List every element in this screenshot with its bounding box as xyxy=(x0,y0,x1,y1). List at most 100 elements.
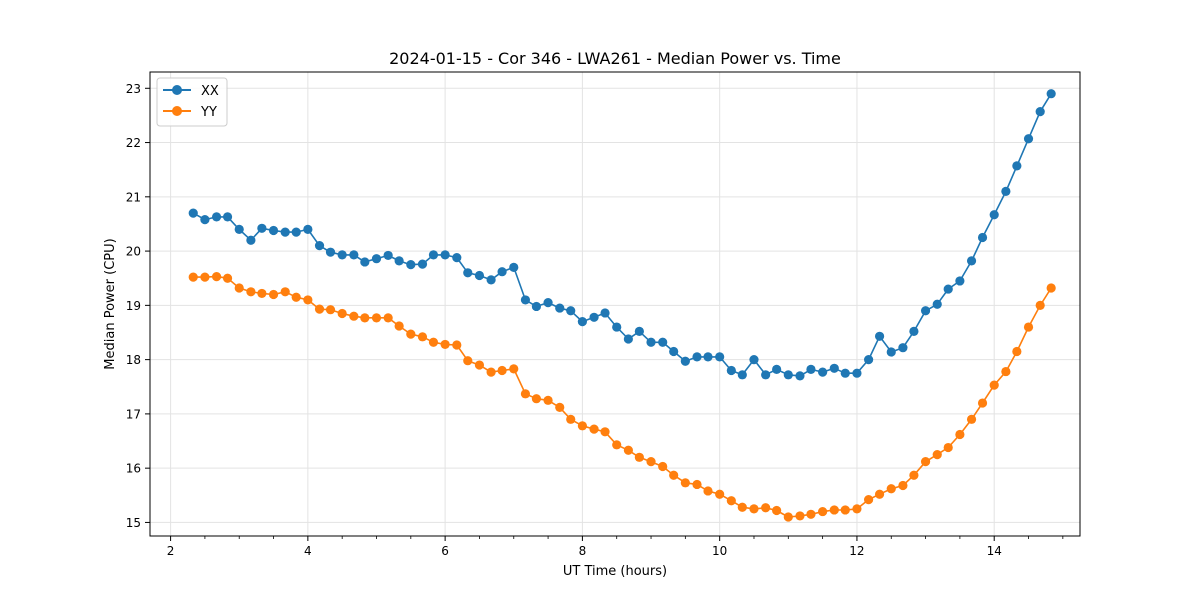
data-point-xx xyxy=(497,267,507,277)
data-point-yy xyxy=(943,442,953,453)
data-point-yy xyxy=(303,295,313,305)
data-point-xx xyxy=(909,326,919,337)
data-point-yy xyxy=(829,505,839,515)
data-point-xx xyxy=(222,212,233,222)
series-line-xx xyxy=(192,93,1052,377)
data-point-yy xyxy=(383,313,393,323)
data-point-yy xyxy=(1046,283,1056,293)
data-point-xx xyxy=(600,308,610,318)
data-point-xx xyxy=(703,352,713,362)
data-point-xx xyxy=(555,303,565,313)
y-tick-label: 16 xyxy=(126,462,141,476)
data-point-xx xyxy=(726,365,736,376)
data-point-xx xyxy=(1035,107,1045,117)
data-point-xx xyxy=(246,235,256,245)
data-point-xx xyxy=(715,352,725,362)
data-point-xx xyxy=(920,306,931,316)
data-point-xx xyxy=(188,208,198,218)
data-point-yy xyxy=(874,489,885,499)
data-point-yy xyxy=(222,273,233,283)
data-point-yy xyxy=(200,272,210,282)
data-point-yy xyxy=(989,380,999,390)
data-point-xx xyxy=(452,253,462,263)
data-point-xx xyxy=(520,295,531,305)
data-point-xx xyxy=(1012,161,1022,171)
data-point-yy xyxy=(291,292,301,302)
data-point-yy xyxy=(452,340,462,350)
data-point-yy xyxy=(772,505,782,516)
legend-marker-yy xyxy=(172,106,182,116)
data-point-yy xyxy=(966,414,977,424)
data-point-xx xyxy=(806,364,816,374)
data-point-xx xyxy=(200,215,210,225)
data-point-xx xyxy=(474,270,485,281)
data-point-xx xyxy=(463,268,473,278)
data-point-xx xyxy=(658,337,668,347)
data-point-xx xyxy=(303,224,313,234)
data-point-xx xyxy=(955,276,965,286)
data-point-xx xyxy=(383,250,393,261)
data-point-xx xyxy=(371,254,382,264)
data-point-xx xyxy=(977,232,988,243)
chart-title: 2024-01-15 - Cor 346 - LWA261 - Median P… xyxy=(389,49,841,68)
data-point-xx xyxy=(966,256,977,266)
data-point-xx xyxy=(406,260,416,270)
data-point-yy xyxy=(486,367,496,377)
series-layer xyxy=(188,89,1056,522)
data-point-yy xyxy=(795,511,805,521)
data-point-yy xyxy=(188,272,198,282)
data-point-xx xyxy=(291,227,301,237)
data-point-yy xyxy=(898,480,908,491)
data-point-yy xyxy=(234,283,244,293)
data-point-yy xyxy=(246,287,256,297)
data-point-xx xyxy=(669,346,679,357)
data-point-yy xyxy=(977,398,988,408)
data-point-xx xyxy=(589,312,599,322)
data-point-yy xyxy=(692,479,702,490)
data-point-yy xyxy=(406,329,416,339)
data-point-yy xyxy=(360,313,370,323)
y-tick-label: 19 xyxy=(126,299,141,313)
data-point-xx xyxy=(349,250,359,260)
data-point-yy xyxy=(555,402,565,412)
data-point-xx xyxy=(612,322,622,332)
x-tick-label: 8 xyxy=(579,544,587,558)
data-point-yy xyxy=(211,271,222,282)
data-point-xx xyxy=(646,337,656,347)
x-tick-label: 10 xyxy=(712,544,727,558)
data-point-xx xyxy=(737,370,747,380)
data-point-xx xyxy=(852,368,862,378)
data-point-xx xyxy=(623,334,633,344)
data-point-xx xyxy=(1023,134,1034,144)
data-point-xx xyxy=(692,352,702,362)
data-point-yy xyxy=(886,484,896,494)
series-line-yy xyxy=(193,275,1052,518)
data-point-xx xyxy=(486,275,496,285)
data-point-xx xyxy=(795,371,805,381)
data-point-xx xyxy=(864,355,874,365)
data-point-xx xyxy=(989,210,999,220)
data-point-yy xyxy=(806,509,816,519)
axis-ticks: 2 4 6 8 10 12 14 15 16 17 18 19 20 21 22 23 xyxy=(126,82,1064,558)
data-point-xx xyxy=(211,212,222,222)
data-point-yy xyxy=(463,356,473,366)
data-point-xx xyxy=(932,299,942,309)
data-point-xx xyxy=(1001,186,1011,196)
data-point-yy xyxy=(646,457,656,467)
data-point-xx xyxy=(898,343,908,353)
data-point-yy xyxy=(577,421,587,431)
data-point-xx xyxy=(325,247,336,257)
data-point-yy xyxy=(726,496,736,506)
data-point-xx xyxy=(417,259,428,269)
data-point-yy xyxy=(761,503,771,513)
data-point-yy xyxy=(600,427,610,437)
data-point-yy xyxy=(257,288,267,299)
data-point-yy xyxy=(669,470,679,480)
data-point-yy xyxy=(680,478,690,488)
data-point-yy xyxy=(1001,366,1011,377)
data-point-xx xyxy=(943,284,953,294)
data-point-yy xyxy=(337,308,347,319)
data-point-xx xyxy=(428,250,439,260)
